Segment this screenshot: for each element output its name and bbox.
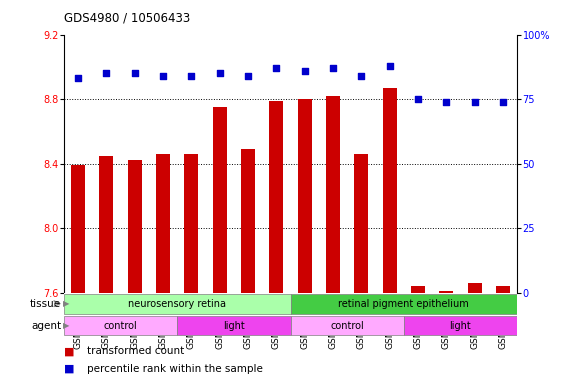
Bar bbox=[213, 107, 227, 293]
Bar bbox=[99, 156, 113, 293]
Point bbox=[187, 73, 196, 79]
Text: light: light bbox=[450, 321, 471, 331]
Bar bbox=[439, 291, 453, 293]
Point bbox=[385, 63, 394, 69]
Bar bbox=[468, 283, 482, 293]
Point bbox=[272, 65, 281, 71]
Text: tissue: tissue bbox=[30, 299, 61, 309]
Point bbox=[130, 70, 139, 76]
Bar bbox=[184, 154, 199, 293]
Text: transformed count: transformed count bbox=[87, 346, 184, 356]
Text: neurosensory retina: neurosensory retina bbox=[128, 299, 226, 309]
Text: ▶: ▶ bbox=[63, 321, 70, 330]
Point bbox=[159, 73, 168, 79]
Bar bbox=[411, 286, 425, 293]
Text: ▶: ▶ bbox=[63, 299, 70, 308]
Point bbox=[442, 99, 451, 105]
Point bbox=[357, 73, 366, 79]
Point bbox=[102, 70, 111, 76]
Bar bbox=[382, 88, 397, 293]
Point bbox=[215, 70, 224, 76]
Bar bbox=[71, 165, 85, 293]
Text: retinal pigment epithelium: retinal pigment epithelium bbox=[338, 299, 469, 309]
Bar bbox=[156, 154, 170, 293]
Point bbox=[328, 65, 338, 71]
Text: GDS4980 / 10506433: GDS4980 / 10506433 bbox=[64, 12, 190, 25]
Bar bbox=[64, 316, 177, 335]
Text: control: control bbox=[330, 321, 364, 331]
Point bbox=[413, 96, 422, 102]
Bar bbox=[404, 316, 517, 335]
Text: percentile rank within the sample: percentile rank within the sample bbox=[87, 364, 263, 374]
Bar bbox=[241, 149, 255, 293]
Point bbox=[73, 75, 83, 81]
Bar bbox=[290, 316, 404, 335]
Text: control: control bbox=[103, 321, 138, 331]
Point bbox=[498, 99, 508, 105]
Text: ■: ■ bbox=[64, 364, 78, 374]
Point bbox=[243, 73, 253, 79]
Bar bbox=[64, 294, 290, 313]
Text: agent: agent bbox=[31, 321, 61, 331]
Text: ■: ■ bbox=[64, 346, 78, 356]
Bar bbox=[128, 161, 142, 293]
Bar bbox=[269, 101, 284, 293]
Bar bbox=[326, 96, 340, 293]
Text: light: light bbox=[223, 321, 245, 331]
Bar bbox=[177, 316, 290, 335]
Bar bbox=[496, 286, 510, 293]
Bar bbox=[354, 154, 368, 293]
Bar bbox=[290, 294, 517, 313]
Point bbox=[300, 68, 309, 74]
Point bbox=[470, 99, 479, 105]
Bar bbox=[297, 99, 312, 293]
